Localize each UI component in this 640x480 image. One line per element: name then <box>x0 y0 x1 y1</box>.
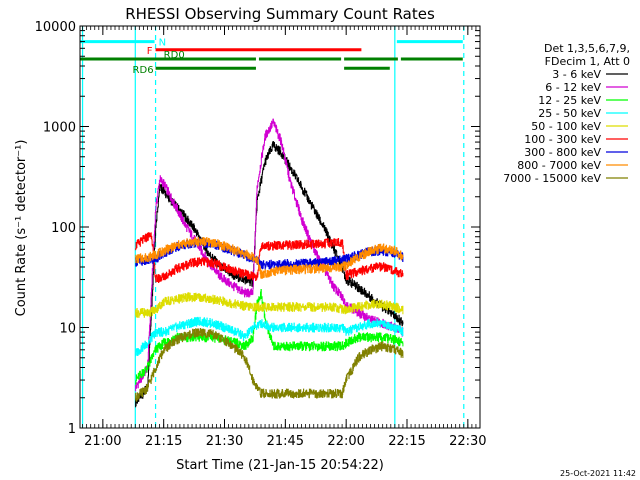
legend-entry-label: 6 - 12 keV <box>545 81 601 94</box>
series-8-line <box>135 328 404 402</box>
x-tick-label: 21:30 <box>206 434 243 449</box>
series-4-line <box>135 292 404 318</box>
axes: 1 10 100 1000 10000 21:00 21:15 21:30 21:45 22:00… <box>35 20 487 449</box>
status-bar-n-label: N <box>159 38 166 49</box>
status-bar-rd6-label: RD6 <box>133 65 154 76</box>
y-tick-label: 10000 <box>35 20 76 35</box>
plot-frame <box>79 25 481 429</box>
plot-area: NF RD0 RD6 <box>80 26 465 428</box>
legend-entry-label: 800 - 7000 keV <box>517 159 601 172</box>
legend-entry-label: 100 - 300 keV <box>524 133 601 146</box>
legend-header-line: FDecim 1, Att 0 <box>545 55 630 68</box>
x-axis-label: Start Time (21-Jan-15 20:54:22) <box>176 458 384 473</box>
series-7-line <box>135 237 404 279</box>
legend-header-line: Det 1,3,5,6,7,9, <box>544 42 630 55</box>
legend-entry-label: 50 - 100 keV <box>531 120 601 133</box>
status-bar-rd0-label: RD0 <box>164 50 185 61</box>
legend-entry-label: 3 - 6 keV <box>552 68 601 81</box>
chart-title: RHESSI Observing Summary Count Rates <box>125 5 435 23</box>
x-tick-label: 21:45 <box>267 434 304 449</box>
y-tick-label: 10 <box>59 322 76 337</box>
series-3-line <box>135 316 404 357</box>
x-tick-label: 22:15 <box>388 434 425 449</box>
y-tick-label: 100 <box>51 221 76 236</box>
x-tick-label: 21:15 <box>145 434 182 449</box>
status-bar-f-label: F <box>147 46 153 57</box>
x-tick-label: 21:00 <box>84 434 121 449</box>
legend-entry-label: 12 - 25 keV <box>538 94 601 107</box>
y-tick-label: 1 <box>68 422 76 437</box>
legend-entry-label: 25 - 50 keV <box>538 107 601 120</box>
x-tick-label: 22:30 <box>449 434 486 449</box>
y-axis-label: Count Rate (s⁻¹ detector⁻¹) <box>14 140 29 317</box>
y-tick-label: 1000 <box>43 121 76 136</box>
legend-entry-label: 300 - 800 keV <box>524 146 601 159</box>
legend-entry-label: 7000 - 15000 keV <box>503 172 601 185</box>
footer-date: 25-Oct-2021 11:42 <box>560 469 636 478</box>
series-5-line <box>135 232 404 283</box>
series-1-line <box>135 118 404 392</box>
legend: Det 1,3,5,6,7,9,FDecim 1, Att 03 - 6 keV… <box>503 42 630 185</box>
x-tick-label: 22:00 <box>327 434 364 449</box>
